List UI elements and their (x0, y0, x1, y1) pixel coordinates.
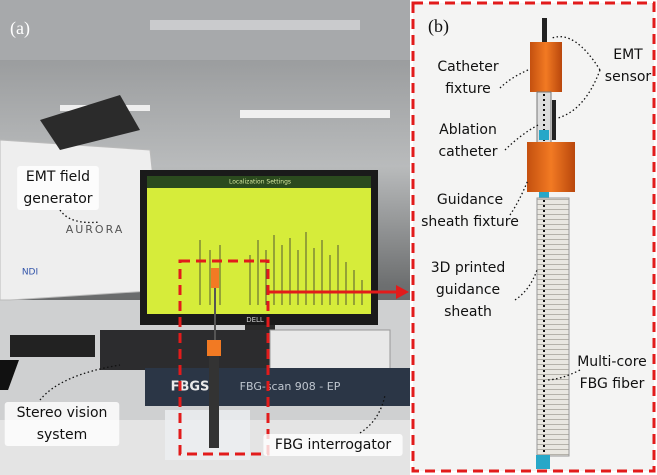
annotation: FBG fiber (580, 376, 645, 392)
annotation: guidance (436, 282, 500, 298)
panel-label: (b) (428, 16, 449, 37)
annotation: sensor (605, 69, 652, 85)
annotation: EMT field (26, 169, 90, 185)
annotation: fixture (445, 81, 491, 97)
annotation: Catheter (437, 59, 498, 75)
interrogator-model: FBG-scan 908 - EP (240, 380, 341, 393)
generator-brand: AURORA (66, 223, 125, 236)
figure: AURORA NDI Localization Settings DELL FB… (0, 0, 657, 475)
annotation: Stereo vision (17, 405, 108, 421)
annotation: EMT (613, 47, 643, 63)
annotation: generator (23, 191, 92, 207)
annotation: system (37, 427, 88, 443)
panel-label: (a) (10, 18, 30, 39)
monitor-brand: DELL (246, 316, 264, 324)
annotation: 3D printed (431, 260, 506, 276)
screen-title: Localization Settings (229, 179, 291, 186)
annotation: catheter (438, 144, 497, 160)
annotation: Multi-core (577, 354, 647, 370)
annotation: sheath fixture (421, 214, 519, 230)
annotation: Ablation (439, 122, 497, 138)
generator-maker: NDI (22, 268, 38, 278)
annotation: FBG interrogator (275, 437, 392, 453)
annotation: Guidance (437, 192, 503, 208)
annotation: sheath (444, 304, 492, 320)
interrogator-brand: FBGS (171, 380, 210, 395)
